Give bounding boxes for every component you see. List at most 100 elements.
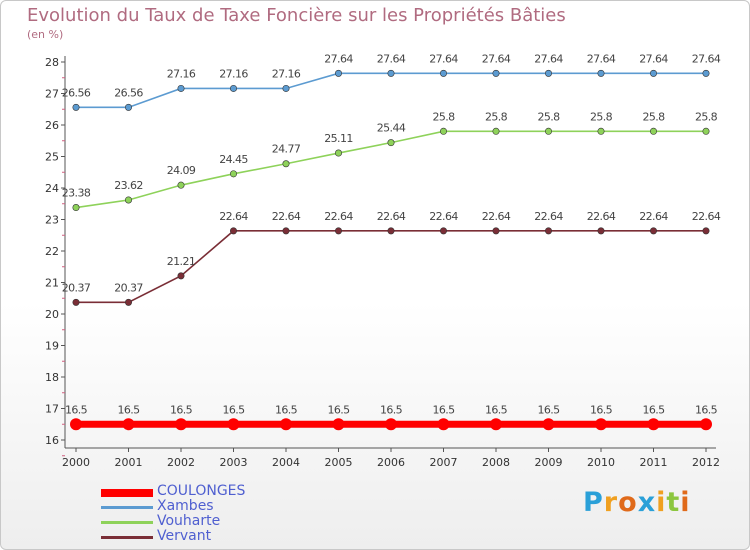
y-tick-label: 19	[45, 340, 59, 353]
data-label-vouharte: 25.8	[485, 110, 508, 123]
data-label-vervant: 22.64	[219, 210, 248, 223]
data-point-coulonges	[175, 418, 187, 431]
x-tick-label: 2007	[430, 456, 458, 469]
data-label-vouharte: 25.8	[432, 110, 455, 123]
data-label-xambes: 27.64	[692, 52, 721, 65]
data-point-vervant	[387, 227, 395, 235]
data-label-coulonges: 16.5	[327, 403, 350, 416]
data-label-coulonges: 16.5	[432, 403, 455, 416]
y-tick-label: 25	[45, 151, 59, 164]
data-point-coulonges	[595, 418, 607, 431]
data-point-xambes	[177, 84, 185, 92]
data-label-xambes: 27.16	[219, 67, 248, 80]
data-point-coulonges	[70, 418, 82, 431]
data-label-vouharte: 24.45	[219, 153, 248, 166]
data-label-vervant: 22.64	[272, 210, 301, 223]
data-label-vervant: 20.37	[62, 281, 91, 294]
data-label-coulonges: 16.5	[117, 403, 140, 416]
data-point-coulonges	[700, 418, 712, 431]
y-tick-label: 21	[45, 277, 59, 290]
legend-label: Vervant	[157, 528, 212, 544]
data-label-vervant: 22.64	[534, 210, 563, 223]
data-label-vouharte: 24.09	[167, 164, 196, 177]
data-point-vouharte	[649, 127, 657, 135]
data-label-vouharte: 25.8	[642, 110, 665, 123]
data-label-xambes: 27.64	[324, 52, 353, 65]
y-tick-label: 24	[45, 182, 59, 195]
data-label-vouharte: 25.8	[695, 110, 718, 123]
y-tick-label: 23	[45, 214, 59, 227]
x-tick-label: 2009	[535, 456, 563, 469]
data-point-coulonges	[490, 418, 502, 431]
data-label-vervant: 21.21	[167, 255, 196, 268]
data-label-vervant: 22.64	[324, 210, 353, 223]
data-label-xambes: 27.16	[167, 67, 196, 80]
data-label-coulonges: 16.5	[642, 403, 665, 416]
data-point-vouharte	[492, 127, 500, 135]
data-point-vouharte	[387, 139, 395, 147]
proxiti-logo: Proxiti	[583, 487, 691, 518]
data-label-xambes: 27.64	[429, 52, 458, 65]
data-point-xambes	[230, 84, 238, 92]
data-point-vouharte	[439, 127, 447, 135]
data-point-vouharte	[597, 127, 605, 135]
data-label-vouharte: 25.8	[590, 110, 613, 123]
data-point-xambes	[334, 69, 342, 77]
data-label-coulonges: 16.5	[380, 403, 403, 416]
y-tick-label: 18	[45, 371, 59, 384]
data-label-xambes: 26.56	[62, 86, 91, 99]
x-tick-label: 2004	[272, 456, 300, 469]
y-tick-label: 28	[45, 56, 59, 69]
data-point-coulonges	[122, 418, 135, 431]
data-point-vervant	[702, 227, 710, 235]
y-tick-label: 22	[45, 245, 59, 258]
data-point-vouharte	[334, 149, 342, 157]
data-label-coulonges: 16.5	[275, 403, 298, 416]
data-labels: 16.5 16.5 16.5 16.5 16.5 16.5 16.5 16.5 16.5 16.5…	[62, 52, 722, 416]
logo-letter: x	[637, 487, 657, 518]
x-tick-label: 2011	[640, 456, 668, 469]
data-point-vouharte	[282, 160, 290, 168]
legend-label: Xambes	[157, 498, 214, 514]
data-label-vervant: 22.64	[692, 210, 721, 223]
data-label-vervant: 20.37	[114, 281, 143, 294]
data-point-xambes	[649, 69, 657, 77]
legend-label: COULONGES	[157, 483, 246, 499]
data-point-vouharte	[72, 204, 80, 212]
data-label-vervant: 22.64	[429, 210, 458, 223]
data-label-xambes: 27.64	[534, 52, 563, 65]
data-label-coulonges: 16.5	[222, 403, 245, 416]
legend-swatch	[101, 536, 153, 539]
data-label-xambes: 27.16	[272, 67, 301, 80]
x-tick-label: 2006	[377, 456, 405, 469]
y-tick-label: 26	[45, 119, 59, 132]
data-label-vouharte: 25.8	[537, 110, 560, 123]
data-label-coulonges: 16.5	[695, 403, 718, 416]
data-point-xambes	[125, 103, 133, 111]
data-label-coulonges: 16.5	[170, 403, 193, 416]
data-point-vervant	[492, 227, 500, 235]
data-label-coulonges: 16.5	[537, 403, 560, 416]
data-point-vervant	[439, 227, 447, 235]
data-point-vervant	[230, 227, 238, 235]
data-label-coulonges: 16.5	[65, 403, 88, 416]
logo-letter: o	[618, 487, 638, 518]
chart-title: Evolution du Taux de Taxe Foncière sur l…	[27, 5, 566, 26]
data-point-vouharte	[177, 181, 185, 189]
x-tick-label: 2012	[692, 456, 720, 469]
data-label-vouharte: 24.77	[272, 143, 301, 156]
y-tick-label: 27	[45, 88, 59, 101]
data-label-xambes: 27.64	[377, 52, 406, 65]
data-label-xambes: 27.64	[587, 52, 616, 65]
data-point-xambes	[597, 69, 605, 77]
data-label-vouharte: 25.11	[324, 132, 353, 145]
y-tick-label: 20	[45, 308, 59, 321]
x-tick-label: 2000	[62, 456, 90, 469]
logo-letter: r	[603, 487, 619, 518]
chart-subtitle: (en %)	[27, 28, 64, 41]
data-point-xambes	[702, 69, 710, 77]
logo-letter: i	[656, 487, 667, 518]
data-label-vervant: 22.64	[639, 210, 668, 223]
x-tick-label: 2003	[220, 456, 248, 469]
data-point-xambes	[544, 69, 552, 77]
